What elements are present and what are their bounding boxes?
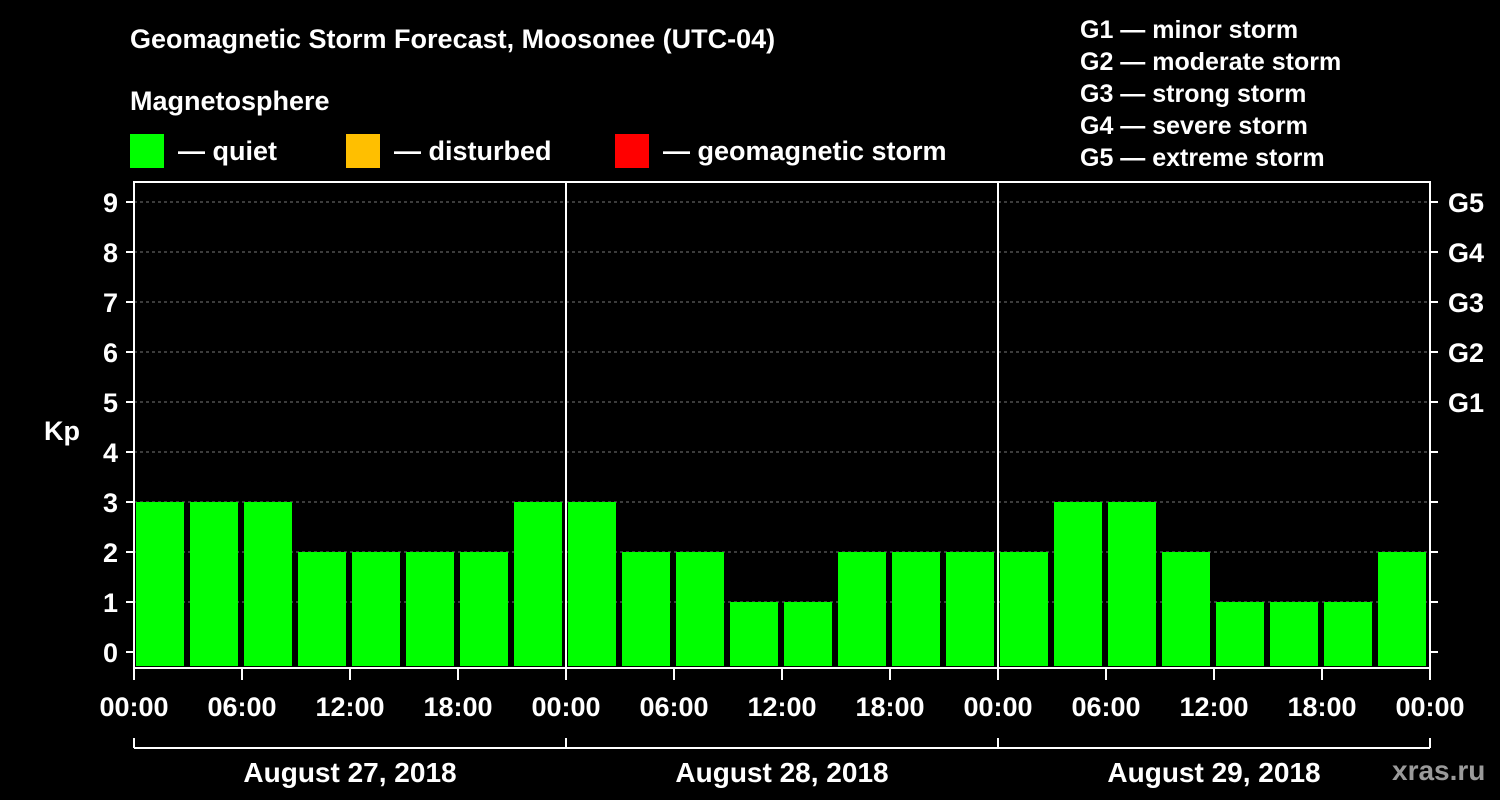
kp-bar [892, 552, 940, 666]
y-tick-label: 6 [103, 338, 118, 368]
kp-bar [568, 502, 616, 666]
kp-bar [838, 552, 886, 666]
kp-bar [1270, 602, 1318, 666]
g-scale-item-g2: G2 — moderate storm [1080, 48, 1342, 76]
y-tick-label: 3 [103, 488, 118, 518]
legend-disturbed: — disturbed [346, 134, 552, 168]
kp-bar [946, 552, 994, 666]
kp-bar [136, 502, 184, 666]
kp-bar [1216, 602, 1264, 666]
day-label: August 28, 2018 [675, 757, 888, 788]
g-scale-item-g4: G4 — severe storm [1080, 112, 1308, 140]
magnetosphere-heading: Magnetosphere [130, 86, 330, 116]
kp-bar [676, 552, 724, 666]
x-tick-label: 06:00 [639, 692, 708, 722]
kp-bar [514, 502, 562, 666]
legend-quiet-label: — quiet [178, 135, 277, 166]
g-scale-item-g5: G5 — extreme storm [1080, 144, 1325, 172]
kp-bar [1108, 502, 1156, 666]
x-tick-label: 18:00 [1287, 692, 1356, 722]
x-tick-label: 06:00 [207, 692, 276, 722]
legend-storm: — geomagnetic storm [615, 134, 947, 168]
legend-quiet: — quiet [130, 134, 277, 168]
kp-bar [1324, 602, 1372, 666]
kp-bar [784, 602, 832, 666]
day-label: August 27, 2018 [243, 757, 456, 788]
x-tick-label: 12:00 [1179, 692, 1248, 722]
day-label: August 29, 2018 [1107, 757, 1320, 788]
kp-bar [352, 552, 400, 666]
x-tick-label: 00:00 [1395, 692, 1464, 722]
g-scale-label: G4 [1448, 238, 1484, 268]
kp-bar [190, 502, 238, 666]
g-scale-label: G2 [1448, 338, 1484, 368]
kp-bar [244, 502, 292, 666]
kp-bar [298, 552, 346, 666]
y-axis-label: Kp [44, 416, 80, 446]
g-scale-legend: G1 — minor storm G2 — moderate storm G3 … [1080, 14, 1341, 174]
x-tick-label: 12:00 [747, 692, 816, 722]
legend-storm-swatch [615, 134, 649, 168]
g-scale-item-g3: G3 — strong storm [1080, 80, 1307, 108]
g-scale-label: G1 [1448, 388, 1484, 418]
kp-bar [1054, 502, 1102, 666]
kp-bar [1378, 552, 1426, 666]
g-scale-label: G3 [1448, 288, 1484, 318]
kp-bar [406, 552, 454, 666]
kp-bar [1000, 552, 1048, 666]
y-tick-label: 0 [103, 638, 118, 668]
x-tick-label: 18:00 [423, 692, 492, 722]
y-tick-label: 8 [103, 238, 118, 268]
x-tick-label: 12:00 [315, 692, 384, 722]
legend-disturbed-label: — disturbed [394, 135, 552, 166]
x-tick-label: 00:00 [963, 692, 1032, 722]
g-scale-item-g1: G1 — minor storm [1080, 16, 1299, 44]
kp-bar [460, 552, 508, 666]
watermark: xras.ru [1392, 755, 1486, 786]
kp-bar [730, 602, 778, 666]
x-tick-label: 00:00 [99, 692, 168, 722]
y-tick-label: 4 [103, 438, 118, 468]
y-tick-label: 2 [103, 538, 118, 568]
y-tick-label: 9 [103, 188, 118, 218]
y-tick-label: 7 [103, 288, 118, 318]
x-tick-label: 00:00 [531, 692, 600, 722]
kp-bar [622, 552, 670, 666]
x-tick-label: 06:00 [1071, 692, 1140, 722]
g-scale-label: G5 [1448, 188, 1484, 218]
y-tick-label: 5 [103, 388, 118, 418]
legend-quiet-swatch [130, 134, 164, 168]
y-tick-label: 1 [103, 588, 118, 618]
legend-disturbed-swatch [346, 134, 380, 168]
legend-storm-label: — geomagnetic storm [663, 135, 947, 166]
chart-title: Geomagnetic Storm Forecast, Moosonee (UT… [130, 24, 776, 54]
kp-bar [1162, 552, 1210, 666]
x-tick-label: 18:00 [855, 692, 924, 722]
